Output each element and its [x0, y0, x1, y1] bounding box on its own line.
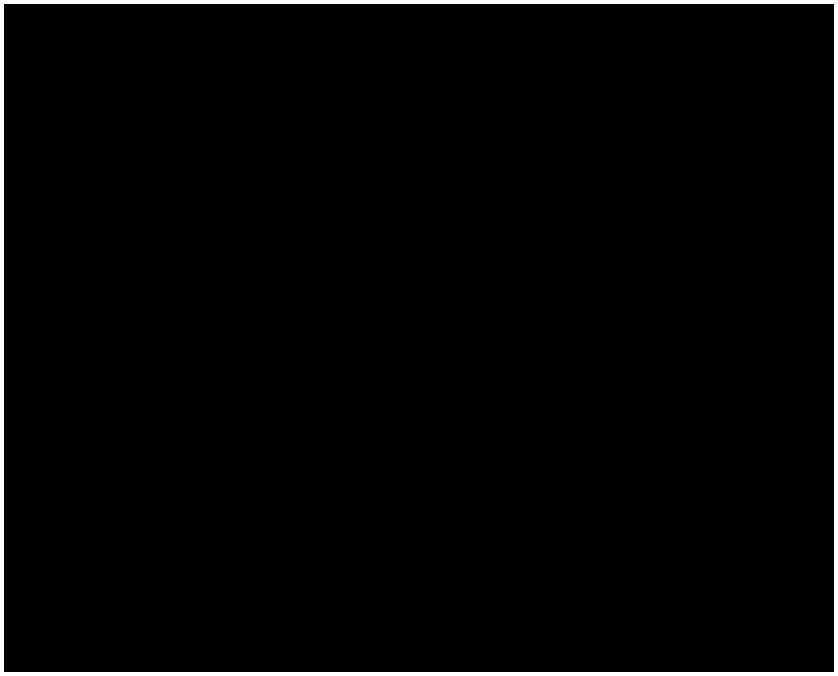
word-cloud [4, 4, 834, 672]
